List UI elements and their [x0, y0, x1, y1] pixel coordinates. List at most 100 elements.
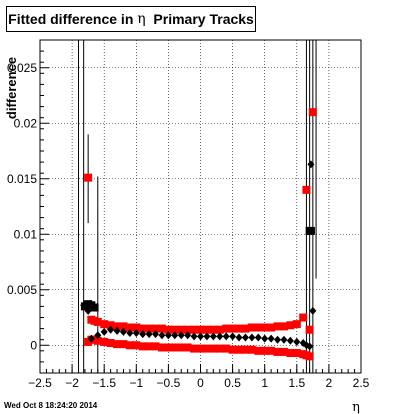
data-point-square [106, 321, 115, 330]
data-point-square [196, 344, 205, 353]
data-point-square [286, 321, 295, 330]
data-point-diamond [261, 334, 269, 343]
y-tick-label: 0 [30, 338, 37, 352]
data-point-square [299, 313, 308, 322]
x-tick-label: −1.5 [92, 376, 116, 390]
y-tick-label: 0.025 [7, 61, 37, 75]
x-tick-label: 2.5 [353, 376, 370, 390]
data-point-square [247, 345, 256, 354]
data-point-square [228, 324, 237, 333]
data-point-diamond [203, 332, 211, 341]
data-point-square [235, 345, 244, 354]
data-point-square [164, 325, 173, 334]
data-point-square [267, 323, 276, 332]
data-point-square [273, 322, 282, 331]
data-point-square [292, 349, 301, 358]
data-point-diamond [126, 329, 134, 338]
x-tick-label: −2.5 [28, 376, 52, 390]
axis-ticks [39, 39, 362, 374]
data-point-square [215, 325, 224, 334]
data-point-square [235, 324, 244, 333]
data-point-square [260, 323, 269, 332]
y-tick-label: 0.015 [7, 172, 37, 186]
data-point-square [308, 108, 317, 117]
data-point-square [279, 347, 288, 356]
x-tick-label: 0 [197, 376, 204, 390]
data-point-diamond [145, 330, 153, 339]
data-point-square [254, 323, 263, 332]
data-point-square [177, 343, 186, 352]
data-point-diamond [87, 334, 95, 343]
data-point-diamond [107, 325, 115, 334]
data-point-diamond [164, 331, 172, 340]
data-point-square [254, 346, 263, 355]
data-point-square [125, 341, 134, 350]
data-point-square [170, 325, 179, 334]
data-point-diamond [132, 329, 140, 338]
data-point-square [273, 347, 282, 356]
data-point-square [145, 342, 154, 351]
data-point-diamond [184, 331, 192, 340]
data-point-square [279, 322, 288, 331]
data-point-square [177, 325, 186, 334]
data-point-diamond [248, 333, 256, 342]
data-point-square [100, 337, 109, 346]
data-point-diamond [235, 333, 243, 342]
data-point-diamond [94, 331, 102, 340]
data-point-diamond [113, 326, 121, 335]
data-point-diamond [100, 327, 108, 336]
data-point-square [202, 325, 211, 334]
data-point-diamond [241, 333, 249, 342]
data-point-diamond [190, 332, 198, 341]
data-point-square [305, 352, 314, 361]
data-point-square [119, 340, 128, 349]
y-tick-label: 0.005 [7, 283, 37, 297]
data-point-square [247, 323, 256, 332]
axis-tick-labels: −2.5 −2 −1.5 −1 −0.5 0 0.5 1 1.5 2 2.5 0 0.005 0.01 0.… [7, 61, 370, 390]
data-point-square [190, 344, 199, 353]
data-point-square [190, 325, 199, 334]
data-point-square [241, 324, 250, 333]
data-point-square [157, 343, 166, 352]
data-point-diamond [307, 160, 315, 169]
chart-title-post: Primary Tracks [145, 11, 254, 27]
y-axis-label: difference [4, 57, 19, 119]
data-point-square [138, 324, 147, 333]
y-tick-label: 0.01 [14, 227, 38, 241]
data-point-square [125, 323, 134, 332]
data-point-square [215, 344, 224, 353]
data-point-diamond [139, 330, 147, 339]
data-point-diamond [309, 306, 317, 315]
chart-title-pre: Fitted difference in [8, 11, 138, 27]
data-point-square [222, 344, 231, 353]
data-point-diamond [80, 301, 88, 310]
data-point-square [84, 173, 93, 182]
data-point-square [138, 342, 147, 351]
data-point-square [286, 349, 295, 358]
data-point-diamond [254, 333, 262, 342]
data-point-square [132, 341, 141, 350]
data-point-diamond [267, 334, 275, 343]
data-point-square [222, 324, 231, 333]
data-point-diamond [222, 332, 230, 341]
data-point-square [151, 342, 160, 351]
data-point-diamond [171, 331, 179, 340]
data-point-square [183, 325, 192, 334]
data-point-diamond [229, 332, 237, 341]
x-tick-label: 1.5 [288, 376, 305, 390]
data-point-diamond [197, 332, 204, 341]
data-point-square [157, 324, 166, 333]
y-tick-label: 0.02 [14, 116, 38, 130]
data-point-diamond [209, 332, 217, 341]
data-point-diamond [177, 331, 185, 340]
data-point-square [93, 317, 102, 326]
data-point-diamond [286, 336, 294, 345]
data-point-diamond [293, 337, 301, 346]
data-point-diamond [216, 332, 224, 341]
data-point-square [292, 320, 301, 329]
data-point-square [145, 324, 154, 333]
data-point-diamond [152, 330, 160, 339]
chart-title: Fitted difference in η Primary Tracks [6, 6, 256, 32]
data-point-square [113, 322, 122, 331]
